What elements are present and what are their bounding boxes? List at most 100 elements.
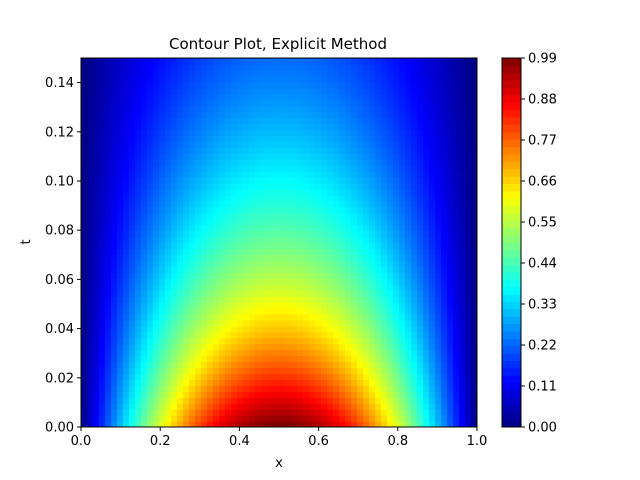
contour-cell xyxy=(87,58,94,65)
contour-cell xyxy=(267,403,274,410)
contour-cell xyxy=(189,159,196,166)
contour-cell xyxy=(171,69,178,77)
contour-cell xyxy=(297,141,304,148)
contour-cell xyxy=(309,349,316,357)
contour-cell xyxy=(249,141,256,148)
contour-cell xyxy=(309,117,316,125)
contour-cell xyxy=(417,75,424,83)
contour-cell xyxy=(219,171,226,178)
contour-cell xyxy=(237,361,244,369)
contour-cell xyxy=(387,337,394,345)
contour-cell xyxy=(225,349,232,357)
contour-cell xyxy=(279,141,286,148)
contour-cell xyxy=(123,313,130,321)
contour-cell xyxy=(201,177,208,184)
contour-cell xyxy=(423,177,430,184)
contour-cell xyxy=(267,355,274,363)
contour-cell xyxy=(417,361,424,369)
contour-cell xyxy=(387,171,394,178)
contour-cell xyxy=(369,224,376,232)
contour-cell xyxy=(93,272,100,279)
contour-cell xyxy=(237,206,244,214)
contour-cell xyxy=(435,206,442,214)
contour-cell xyxy=(93,200,100,208)
contour-cell xyxy=(441,248,448,255)
contour-cell xyxy=(135,325,142,333)
contour-cell xyxy=(111,81,118,89)
contour-cell xyxy=(429,105,436,113)
contour-cell xyxy=(273,177,280,184)
contour-cell xyxy=(81,260,88,267)
contour-cell xyxy=(273,403,280,410)
contour-cell xyxy=(459,397,466,404)
contour-cell xyxy=(363,266,370,273)
contour-cell xyxy=(327,224,334,232)
contour-cell xyxy=(345,319,352,327)
contour-cell xyxy=(333,200,340,208)
contour-cell xyxy=(333,111,340,119)
contour-cell xyxy=(369,325,376,333)
contour-cell xyxy=(393,379,400,386)
contour-cell xyxy=(135,206,142,214)
contour-cell xyxy=(117,182,124,190)
contour-cell xyxy=(417,254,424,261)
contour-cell xyxy=(177,260,184,267)
contour-cell xyxy=(129,337,136,345)
contour-cell xyxy=(303,355,310,363)
contour-cell xyxy=(465,117,472,125)
contour-cell xyxy=(465,325,472,333)
contour-cell xyxy=(381,75,388,83)
contour-cell xyxy=(141,266,148,273)
contour-cell xyxy=(195,159,202,166)
contour-cell xyxy=(291,242,298,250)
contour-cell xyxy=(261,69,268,77)
contour-cell xyxy=(309,307,316,315)
contour-cell xyxy=(249,272,256,279)
contour-cell xyxy=(189,254,196,261)
y-axis-label: t xyxy=(19,239,34,244)
contour-cell xyxy=(129,206,136,214)
contour-cell xyxy=(231,218,238,226)
contour-cell xyxy=(387,177,394,184)
contour-cell xyxy=(333,337,340,345)
contour-cell xyxy=(453,242,460,250)
contour-cell xyxy=(405,272,412,279)
contour-cell xyxy=(81,319,88,327)
contour-cell xyxy=(165,242,172,250)
contour-cell xyxy=(117,147,124,154)
contour-cell xyxy=(267,153,274,160)
contour-cell xyxy=(465,182,472,190)
contour-cell xyxy=(435,415,442,422)
contour-cell xyxy=(195,230,202,238)
contour-cell xyxy=(417,302,424,309)
contour-cell xyxy=(465,230,472,238)
contour-cell xyxy=(207,296,214,303)
contour-cell xyxy=(261,129,268,136)
contour-cell xyxy=(93,159,100,166)
contour-cell xyxy=(309,391,316,398)
contour-cell xyxy=(147,230,154,238)
contour-cell xyxy=(273,355,280,363)
contour-cell xyxy=(339,266,346,273)
contour-cell xyxy=(201,337,208,345)
contour-cell xyxy=(429,355,436,363)
contour-cell xyxy=(309,331,316,339)
contour-cell xyxy=(303,212,310,220)
contour-cell xyxy=(321,349,328,357)
contour-cell xyxy=(387,200,394,208)
contour-cell xyxy=(393,391,400,398)
contour-cell xyxy=(255,254,262,261)
contour-cell xyxy=(291,403,298,410)
contour-cell xyxy=(279,194,286,202)
contour-cell xyxy=(285,188,292,196)
contour-cell xyxy=(117,361,124,369)
contour-cell xyxy=(351,129,358,136)
contour-cell xyxy=(261,248,268,255)
contour-cell xyxy=(225,171,232,178)
contour-cell xyxy=(105,206,112,214)
contour-cell xyxy=(195,177,202,184)
contour-cell xyxy=(177,99,184,107)
contour-cell xyxy=(123,111,130,119)
contour-cell xyxy=(225,93,232,101)
contour-cell xyxy=(417,93,424,101)
